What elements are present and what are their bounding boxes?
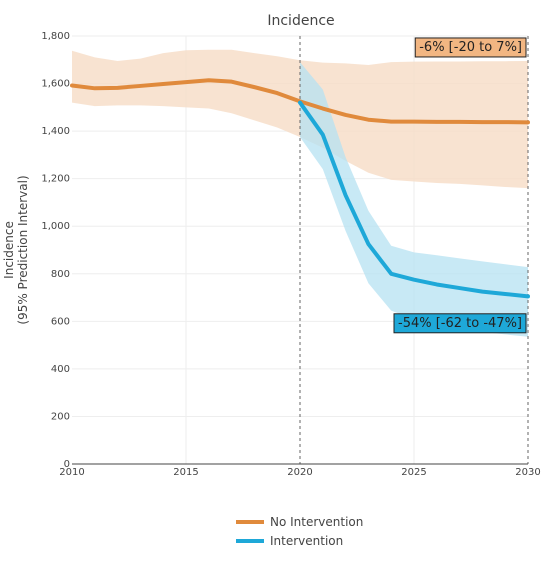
y-tick-label: 0	[64, 459, 70, 470]
x-tick-label: 2025	[401, 467, 426, 478]
y-tick-label: 400	[51, 364, 70, 375]
y-tick-label: 1,400	[41, 126, 70, 137]
x-tick-label: 2020	[287, 467, 312, 478]
x-tick-label: 2015	[173, 467, 198, 478]
legend-label-no-intervention[interactable]: No Intervention	[270, 515, 363, 529]
x-tick-label: 2010	[59, 467, 84, 478]
annotation-intervention: -54% [-62 to -47%]	[393, 313, 527, 334]
series-line-intervention	[298, 100, 530, 299]
prediction-band-intervention	[300, 62, 528, 337]
y-tick-label: 800	[51, 269, 70, 280]
legend-label-intervention[interactable]: Intervention	[270, 534, 343, 548]
annotation-text: -54% [-62 to -47%]	[398, 316, 522, 331]
y-tick-label: 1,200	[41, 174, 70, 185]
y-tick-label: 200	[51, 411, 70, 422]
plot-area: 0 200 400 600 800 1,000 1,200 1,400 1,600 1,800 20…	[41, 31, 540, 478]
y-axis-label-line-1: Incidence	[2, 221, 16, 279]
annotation-box	[393, 313, 527, 334]
y-tick-label: 1,600	[41, 79, 70, 90]
annotation-no-intervention: -6% [-20 to 7%]	[414, 37, 527, 58]
chart-title: Incidence	[267, 13, 334, 29]
annotation-text: -6% [-20 to 7%]	[419, 40, 522, 55]
y-tick-label: 600	[51, 316, 70, 327]
x-tick-label: 2030	[515, 467, 540, 478]
y-tick-label: 1,000	[41, 221, 70, 232]
annotation-box	[414, 37, 527, 58]
legend: No Intervention Intervention	[236, 515, 363, 548]
y-tick-label: 1,800	[41, 31, 70, 42]
y-axis-label-line-2: (95% Prediction Interval)	[16, 175, 30, 324]
